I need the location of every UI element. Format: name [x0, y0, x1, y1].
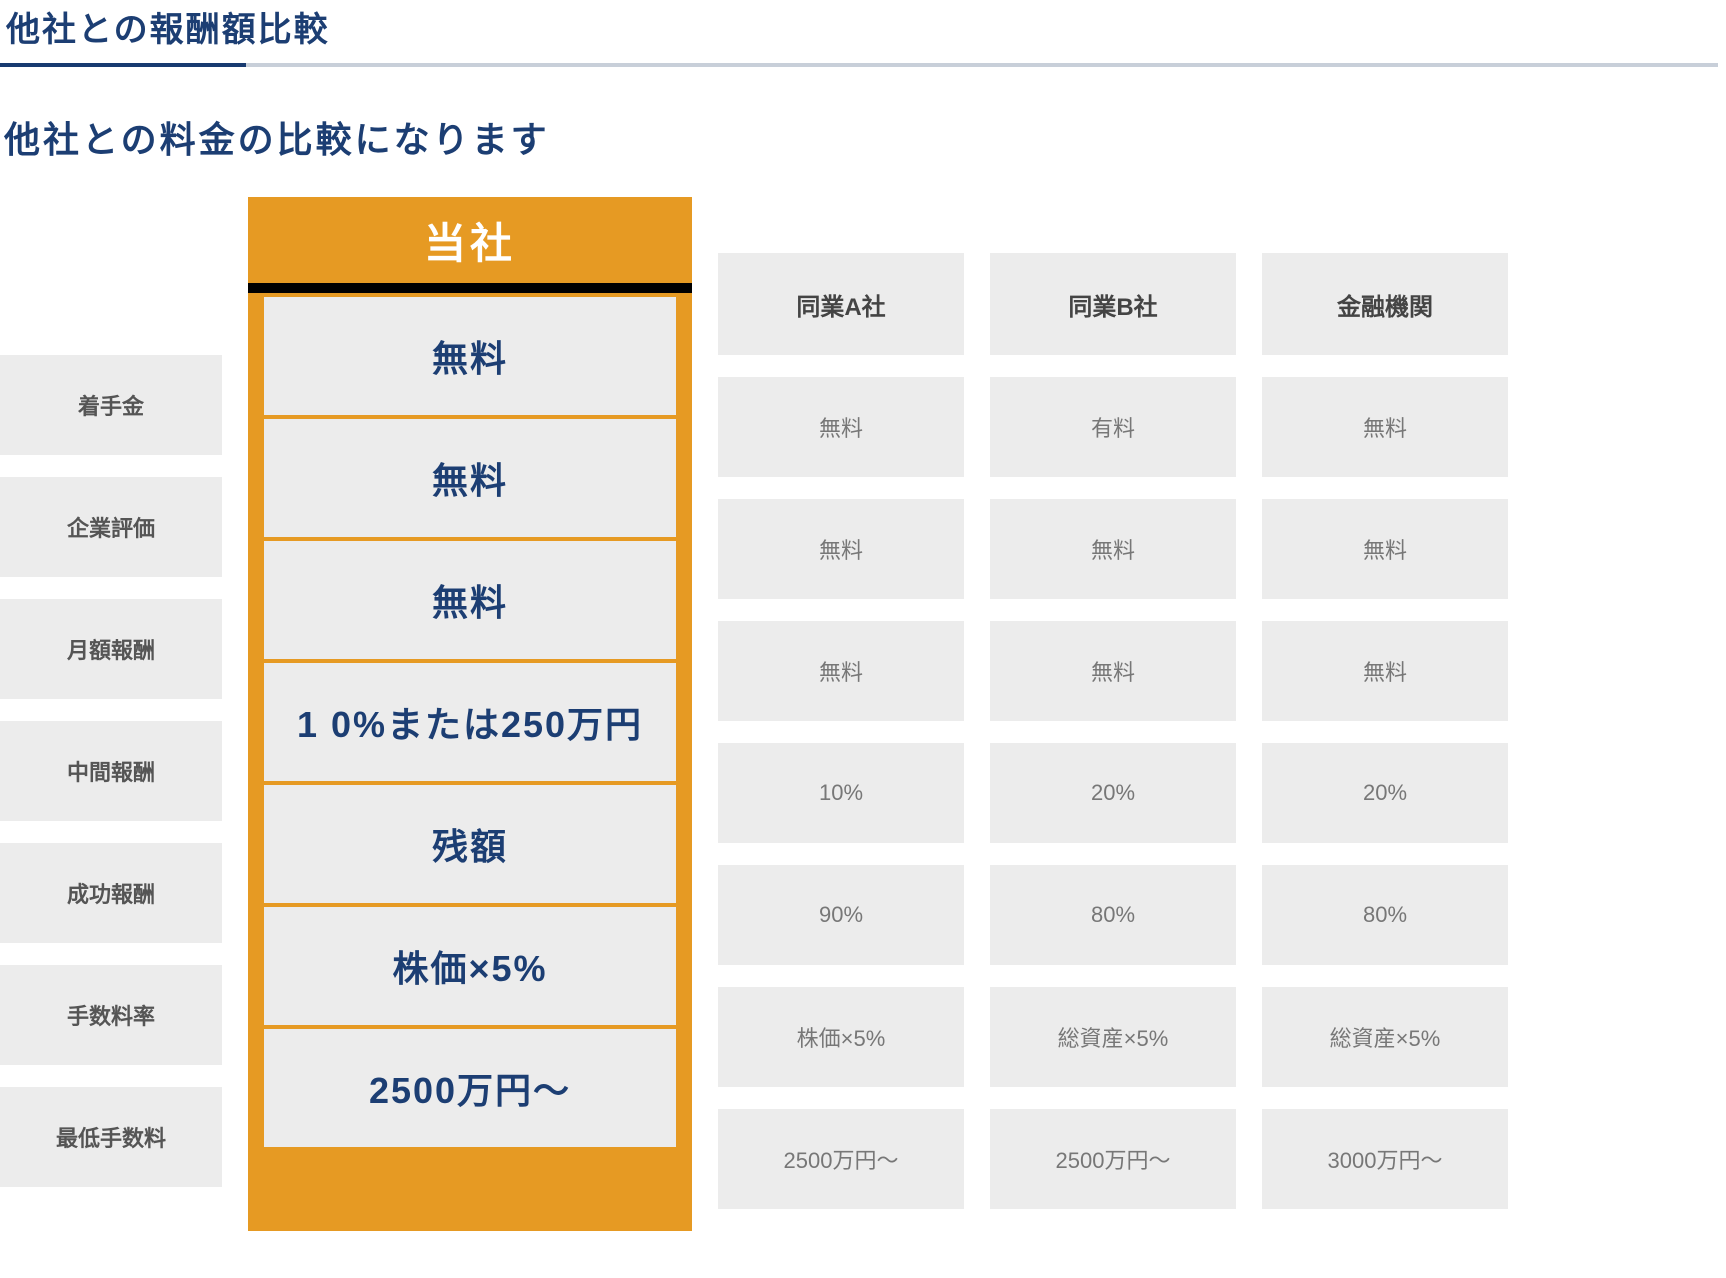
row-label: 中間報酬 [0, 721, 222, 821]
competitor-cell: 10% [718, 743, 964, 843]
competitor-cell: 総資産×5% [1262, 987, 1508, 1087]
row-label: 成功報酬 [0, 843, 222, 943]
highlight-cell: 無料 [264, 419, 676, 537]
highlight-column: 当社 無料 無料 無料 1 0%または250万円 残額 株価×5% 2500万円… [248, 197, 692, 1231]
competitor-column-c: 金融機関 無料 無料 無料 20% 80% 総資産×5% 3000万円〜 [1262, 219, 1508, 1231]
highlight-cell: 残額 [264, 785, 676, 903]
competitor-cell: 80% [1262, 865, 1508, 965]
competitor-cell: 無料 [1262, 621, 1508, 721]
title-underline [0, 63, 1718, 67]
competitor-column-a: 同業A社 無料 無料 無料 10% 90% 株価×5% 2500万円〜 [718, 219, 964, 1231]
comparison-table: 着手金 企業評価 月額報酬 中間報酬 成功報酬 手数料率 最低手数料 当社 無料… [0, 219, 1722, 1231]
competitor-cell: 20% [1262, 743, 1508, 843]
competitor-cell: 2500万円〜 [990, 1109, 1236, 1209]
underline-dark [0, 63, 246, 67]
highlight-cell: 株価×5% [264, 907, 676, 1025]
competitor-cell: 株価×5% [718, 987, 964, 1087]
competitor-cell: 無料 [990, 621, 1236, 721]
competitor-cell: 無料 [718, 499, 964, 599]
competitor-header: 同業A社 [718, 253, 964, 355]
section-subtitle: 他社との料金の比較になります [4, 111, 1722, 163]
row-label: 最低手数料 [0, 1087, 222, 1187]
competitor-column-b: 同業B社 有料 無料 無料 20% 80% 総資産×5% 2500万円〜 [990, 219, 1236, 1231]
competitor-cell: 80% [990, 865, 1236, 965]
competitor-cell: 総資産×5% [990, 987, 1236, 1087]
competitor-cell: 2500万円〜 [718, 1109, 964, 1209]
competitor-cell: 無料 [718, 621, 964, 721]
section-title: 他社との報酬額比較 [0, 2, 1722, 59]
competitor-cell: 有料 [990, 377, 1236, 477]
highlight-cell: 無料 [264, 541, 676, 659]
competitor-cell: 無料 [1262, 499, 1508, 599]
competitor-cell: 無料 [1262, 377, 1508, 477]
highlight-header: 当社 [248, 197, 692, 293]
row-label: 手数料率 [0, 965, 222, 1065]
competitor-cell: 20% [990, 743, 1236, 843]
row-label: 着手金 [0, 355, 222, 455]
competitor-cell: 90% [718, 865, 964, 965]
row-labels-column: 着手金 企業評価 月額報酬 中間報酬 成功報酬 手数料率 最低手数料 [0, 219, 222, 1231]
competitor-header: 同業B社 [990, 253, 1236, 355]
highlight-cell: 1 0%または250万円 [264, 663, 676, 781]
competitor-cell: 無料 [990, 499, 1236, 599]
underline-light [246, 63, 1718, 67]
competitor-cell: 3000万円〜 [1262, 1109, 1508, 1209]
competitor-header: 金融機関 [1262, 253, 1508, 355]
labels-spacer [0, 253, 222, 355]
row-label: 企業評価 [0, 477, 222, 577]
highlight-cell: 無料 [264, 297, 676, 415]
highlight-cell: 2500万円〜 [264, 1029, 676, 1147]
row-label: 月額報酬 [0, 599, 222, 699]
competitor-cell: 無料 [718, 377, 964, 477]
